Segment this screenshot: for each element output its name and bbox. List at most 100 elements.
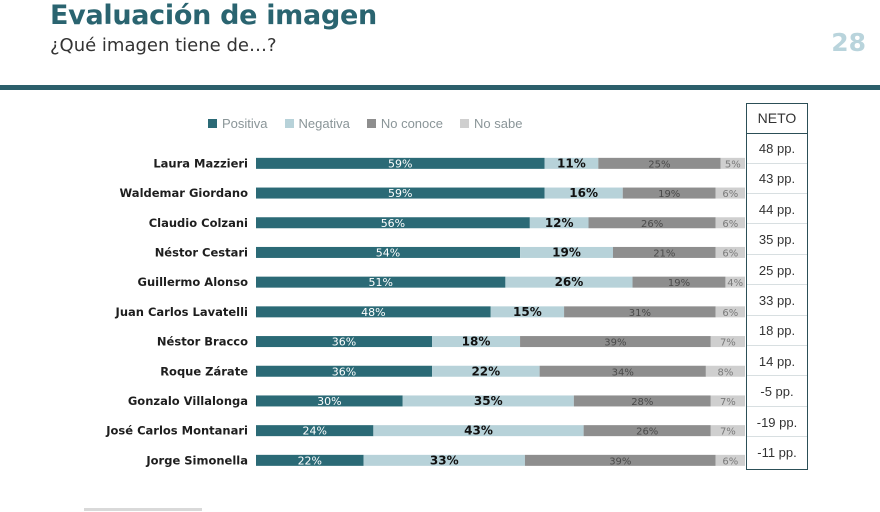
bar-positiva [256,425,374,437]
bar-negativa [373,425,584,437]
value-label: 16% [569,186,598,200]
bar-positiva [256,365,433,377]
bar-no-sabe [725,276,745,288]
value-label: 22% [298,454,322,467]
value-label: 7% [720,338,736,349]
slide-title: Evaluación de imagen [50,0,377,31]
value-label: 7% [720,427,736,438]
value-label: 6% [722,219,738,230]
legend-label: Negativa [298,115,350,131]
bar-negativa [505,276,633,288]
bar-negativa [432,336,521,348]
bar-no-conoce [583,425,711,437]
bar-no-sabe [705,365,745,377]
value-label: 19% [658,189,680,200]
bar-no-sabe [715,306,745,318]
value-label: 26% [636,427,658,438]
value-label: 6% [722,189,738,200]
legend-swatch [208,118,217,128]
category-label: Néstor Bracco [157,335,248,349]
bar-no-conoce [588,217,716,229]
value-label: 34% [612,367,634,378]
value-label: 48% [361,306,385,319]
bar-positiva [256,395,403,407]
bar-positiva [256,306,491,318]
slide-subtitle: ¿Qué imagen tiene de…? [50,35,277,56]
bar-no-conoce [632,276,726,288]
legend-label: No sabe [474,115,523,131]
neto-value: 25 pp. [747,256,807,286]
bar-no-sabe [710,425,745,437]
value-label: 59% [388,187,412,200]
neto-value: 35 pp. [747,225,807,255]
bar-positiva [256,157,545,169]
value-label: 39% [609,456,631,467]
bar-no-sabe [710,336,745,348]
bar-positiva [256,246,521,258]
neto-value: 43 pp. [747,164,807,195]
value-label: 36% [332,336,356,349]
bar-no-sabe [715,246,745,258]
value-label: 33% [430,453,459,467]
value-label: 51% [368,276,392,289]
value-label: 31% [629,308,651,319]
value-label: 11% [557,156,586,170]
bottom-mark [84,508,202,511]
bar-no-sabe [720,157,745,169]
neto-value: -19 pp. [747,408,807,438]
bar-negativa [520,246,613,258]
value-label: 18% [462,335,491,349]
neto-value: 14 pp. [747,347,807,377]
value-label: 26% [555,275,584,289]
bar-no-sabe [715,454,745,466]
category-label: Néstor Cestari [155,245,248,259]
bar-no-conoce [539,365,706,377]
bar-no-conoce [520,336,711,348]
value-label: 36% [332,365,356,378]
bar-negativa [402,395,574,407]
value-label: 5% [725,159,741,170]
category-label: Laura Mazzieri [153,156,248,170]
header-rule [0,85,880,90]
bar-negativa [529,217,589,229]
neto-value: 18 pp. [747,316,807,347]
value-label: 21% [653,248,675,259]
value-label: 19% [668,278,690,289]
legend-item: Negativa [284,115,350,131]
page-number: 28 [831,28,866,57]
value-label: 24% [302,425,326,438]
value-label: 6% [722,456,738,467]
bar-no-conoce [612,246,716,258]
value-label: 6% [722,248,738,259]
value-label: 28% [631,397,653,408]
legend-swatch [284,118,294,128]
value-label: 39% [604,338,626,349]
category-label: Jorge Simonella [145,453,248,467]
bar-positiva [256,454,364,466]
value-label: 22% [471,364,500,378]
bar-positiva [256,217,530,229]
bar-positiva [256,336,433,348]
value-label: 6% [722,308,738,319]
category-label: Claudio Colzani [149,216,248,230]
value-label: 35% [474,394,503,408]
neto-value: 44 pp. [747,195,807,225]
value-label: 4% [727,278,743,289]
value-label: 8% [718,367,734,378]
bar-no-sabe [710,395,745,407]
neto-value: -11 pp. [757,445,797,460]
bar-no-conoce [564,306,716,318]
category-label: Guillermo Alonso [138,275,249,289]
bar-no-sabe [715,217,745,229]
legend-item: Positiva [208,116,268,131]
value-label: 15% [513,305,542,319]
value-label: 59% [388,157,412,170]
category-label: Waldemar Giordano [120,186,249,200]
legend-item: No conoce [366,116,443,131]
legend-label: Positiva [222,115,268,131]
bar-no-conoce [622,187,716,199]
neto-box: NETO 48 pp. 43 pp. 44 pp. 35 pp. 25 pp. 33 pp… [746,103,808,470]
value-label: 7% [720,397,736,408]
legend-swatch [366,118,376,128]
